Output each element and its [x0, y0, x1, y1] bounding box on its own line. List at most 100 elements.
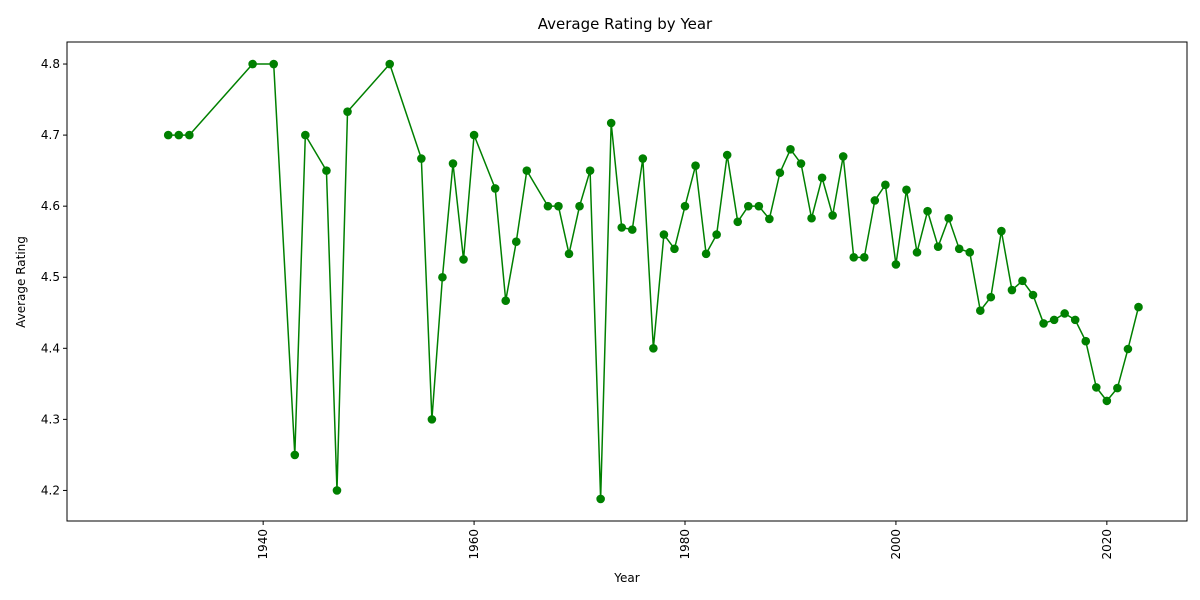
- data-point: [954, 244, 964, 254]
- data-point: [427, 415, 437, 424]
- data-point: [828, 211, 837, 220]
- data-point: [722, 150, 732, 160]
- data-point: [269, 59, 279, 69]
- data-point: [965, 248, 975, 257]
- data-point: [1049, 315, 1059, 325]
- data-point: [554, 201, 563, 211]
- data-point: [163, 130, 173, 140]
- data-point: [870, 196, 880, 205]
- data-point: [1134, 302, 1143, 312]
- data-point: [174, 130, 184, 140]
- data-point: [638, 154, 648, 163]
- data-point: [385, 59, 395, 69]
- data-point: [1060, 309, 1069, 318]
- data-point: [670, 244, 679, 254]
- data-point: [1028, 290, 1038, 300]
- data-point: [659, 230, 669, 239]
- data-point: [417, 154, 426, 163]
- x-tick-label: 1940: [256, 529, 270, 560]
- x-tick-label: 1980: [678, 529, 692, 560]
- data-point: [1039, 319, 1048, 328]
- data-point: [1092, 383, 1101, 392]
- data-point: [564, 249, 574, 259]
- data-point: [448, 159, 458, 168]
- data-point: [585, 166, 595, 175]
- data-point: [881, 180, 890, 190]
- data-point: [891, 260, 901, 269]
- x-axis-label: Year: [613, 571, 639, 585]
- data-point: [1123, 344, 1133, 354]
- data-point: [775, 168, 785, 178]
- series-layer: [163, 59, 1143, 504]
- y-tick-label: 4.2: [41, 483, 60, 497]
- data-point: [691, 161, 700, 170]
- data-point: [596, 494, 605, 504]
- data-point: [807, 213, 816, 223]
- data-point: [343, 107, 352, 116]
- data-point: [543, 201, 553, 211]
- data-point: [1113, 383, 1122, 393]
- data-point: [617, 223, 627, 232]
- data-point: [290, 450, 300, 460]
- data-point: [743, 201, 753, 211]
- y-tick-label: 4.6: [41, 199, 60, 213]
- x-tick-label: 2000: [889, 529, 903, 560]
- data-point: [923, 206, 932, 216]
- data-point: [1102, 396, 1112, 406]
- data-point: [817, 173, 827, 183]
- data-point: [185, 130, 194, 140]
- data-point: [701, 249, 711, 259]
- data-point: [575, 201, 584, 211]
- data-point: [1070, 315, 1080, 325]
- data-point: [733, 217, 743, 227]
- data-point: [322, 166, 331, 175]
- data-point: [986, 292, 996, 302]
- y-axis-label: Average Rating: [14, 236, 28, 328]
- data-point: [248, 59, 257, 69]
- data-point: [606, 118, 616, 128]
- data-point: [501, 296, 511, 305]
- data-point: [796, 159, 806, 168]
- series-line: [168, 63, 1140, 500]
- y-tick-label: 4.4: [41, 341, 60, 355]
- data-point: [511, 237, 521, 246]
- y-tick-label: 4.3: [41, 412, 60, 426]
- data-point: [332, 486, 342, 495]
- data-point: [649, 344, 658, 353]
- chart-title: Average Rating by Year: [538, 15, 713, 33]
- data-point: [1018, 276, 1027, 286]
- data-point: [902, 185, 911, 195]
- data-point: [459, 255, 468, 264]
- data-point: [849, 253, 859, 262]
- data-point: [627, 225, 637, 234]
- data-point: [997, 226, 1006, 236]
- data-point: [469, 130, 479, 140]
- data-point: [680, 201, 690, 211]
- x-tick-label: 1960: [467, 529, 481, 560]
- data-point: [976, 306, 985, 315]
- data-point: [490, 184, 500, 193]
- data-point: [786, 145, 795, 154]
- plot-area-frame: [66, 41, 1188, 522]
- data-point: [712, 230, 721, 239]
- data-point: [933, 242, 943, 251]
- data-point: [438, 272, 447, 282]
- data-point: [912, 248, 922, 257]
- data-point: [765, 214, 774, 224]
- y-tick-label: 4.5: [41, 270, 60, 284]
- x-axis-ticks: 1940 1960 1980 2000 2020: [256, 521, 1114, 560]
- data-point: [859, 253, 869, 262]
- data-point: [522, 166, 532, 175]
- x-tick-label: 2020: [1100, 529, 1114, 560]
- data-point: [754, 201, 764, 211]
- data-point: [944, 213, 953, 223]
- data-point: [1081, 336, 1091, 346]
- data-point: [838, 152, 848, 161]
- y-tick-label: 4.7: [41, 128, 60, 142]
- data-point: [301, 130, 310, 140]
- y-axis-ticks: 4.2 4.3 4.4 4.5 4.6 4.7 4.8: [41, 57, 67, 497]
- data-point: [1007, 285, 1017, 295]
- y-tick-label: 4.8: [41, 57, 60, 71]
